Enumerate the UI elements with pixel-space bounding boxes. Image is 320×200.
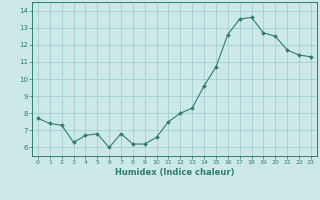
X-axis label: Humidex (Indice chaleur): Humidex (Indice chaleur) (115, 168, 234, 177)
